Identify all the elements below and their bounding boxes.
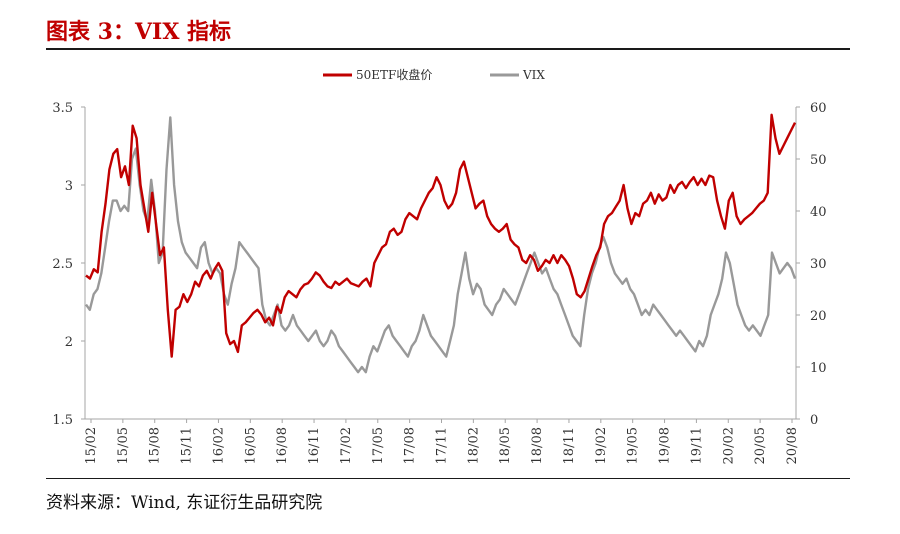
x-tick-label: 19/05 <box>626 427 641 464</box>
x-tick-label: 17/08 <box>403 427 418 464</box>
page-title: 图表 3：VIX 指标 <box>46 19 232 45</box>
x-tick-label: 18/11 <box>562 427 577 464</box>
y-left-tick-label: 1.5 <box>52 413 73 428</box>
legend-label-etf: 50ETF收盘价 <box>356 67 432 82</box>
footer-divider <box>46 478 850 479</box>
x-tick-label: 15/08 <box>148 427 163 464</box>
x-tick-label: 17/05 <box>371 427 386 464</box>
x-tick-label: 18/02 <box>466 427 481 464</box>
x-tick-label: 15/11 <box>180 427 195 464</box>
y-right-tick-label: 0 <box>810 413 818 428</box>
x-tick-label: 17/11 <box>435 427 450 464</box>
x-tick-label: 19/02 <box>594 427 609 464</box>
x-tick-label: 20/05 <box>753 427 768 464</box>
y-left-tick-label: 2.5 <box>52 257 73 272</box>
x-tick-label: 18/05 <box>498 427 513 464</box>
x-tick-label: 20/08 <box>785 427 800 464</box>
x-tick-label: 16/11 <box>307 427 322 464</box>
y-right-tick-label: 50 <box>810 153 827 168</box>
y-right-tick-label: 10 <box>810 361 827 376</box>
y-right-tick-label: 20 <box>810 309 827 324</box>
x-tick-label: 19/08 <box>658 427 673 464</box>
y-left-tick-label: 3.5 <box>52 101 73 116</box>
y-right-tick-label: 30 <box>810 257 827 272</box>
x-tick-label: 18/08 <box>530 427 545 464</box>
x-tick-label: 15/05 <box>116 427 131 464</box>
x-tick-label: 16/02 <box>211 427 226 464</box>
x-tick-label: 16/05 <box>243 427 258 464</box>
series-line-vix <box>85 116 797 374</box>
y-right-tick-label: 40 <box>810 205 827 220</box>
legend-label-vix: VIX <box>522 68 545 82</box>
x-tick-label: 15/02 <box>84 427 99 464</box>
legend: 50ETF收盘价 VIX <box>323 67 545 82</box>
source-note: 资料来源：Wind, 东证衍生品研究院 <box>46 493 323 513</box>
x-tick-label: 20/02 <box>721 427 736 464</box>
y-left-tick-label: 3 <box>65 179 73 194</box>
x-tick-label: 17/02 <box>339 427 354 464</box>
series-layer <box>85 113 797 374</box>
y-left-tick-label: 2 <box>65 335 73 350</box>
x-tick-label: 16/08 <box>275 427 290 464</box>
title-divider <box>46 48 850 50</box>
series-line-etf <box>85 113 797 358</box>
x-tick-label: 19/11 <box>689 427 704 464</box>
axes: 1.5 2 2.5 3 3.5 0 10 20 30 40 50 60 15/02 15/05 15/08 1… <box>52 101 826 464</box>
y-right-tick-label: 60 <box>810 101 827 116</box>
